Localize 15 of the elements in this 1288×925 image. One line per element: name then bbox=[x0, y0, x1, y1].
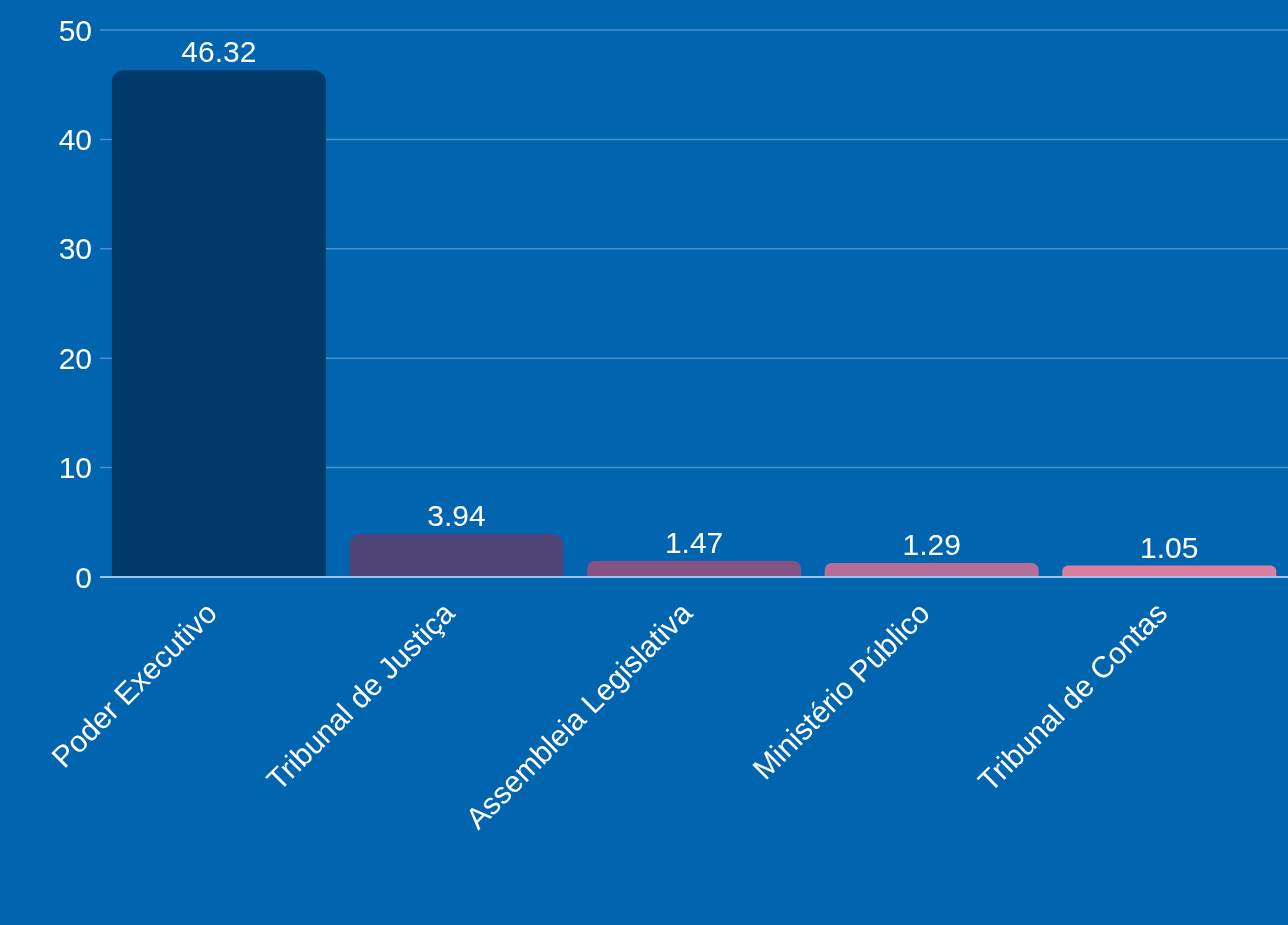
y-tick-label: 30 bbox=[58, 232, 92, 266]
data-label: 1.05 bbox=[1140, 530, 1199, 564]
data-label: 1.29 bbox=[902, 527, 961, 561]
data-label: 3.94 bbox=[427, 498, 486, 532]
y-tick-label: 0 bbox=[75, 560, 92, 594]
data-label: 46.32 bbox=[181, 35, 257, 69]
y-tick-label: 10 bbox=[58, 451, 92, 485]
bar bbox=[111, 70, 326, 577]
bar bbox=[824, 562, 1039, 577]
y-tick-label: 20 bbox=[58, 341, 92, 375]
bar bbox=[587, 560, 802, 577]
data-label: 1.47 bbox=[664, 525, 724, 559]
y-tick-label: 50 bbox=[58, 13, 92, 47]
y-tick-label: 40 bbox=[58, 123, 92, 157]
bar bbox=[349, 533, 564, 577]
